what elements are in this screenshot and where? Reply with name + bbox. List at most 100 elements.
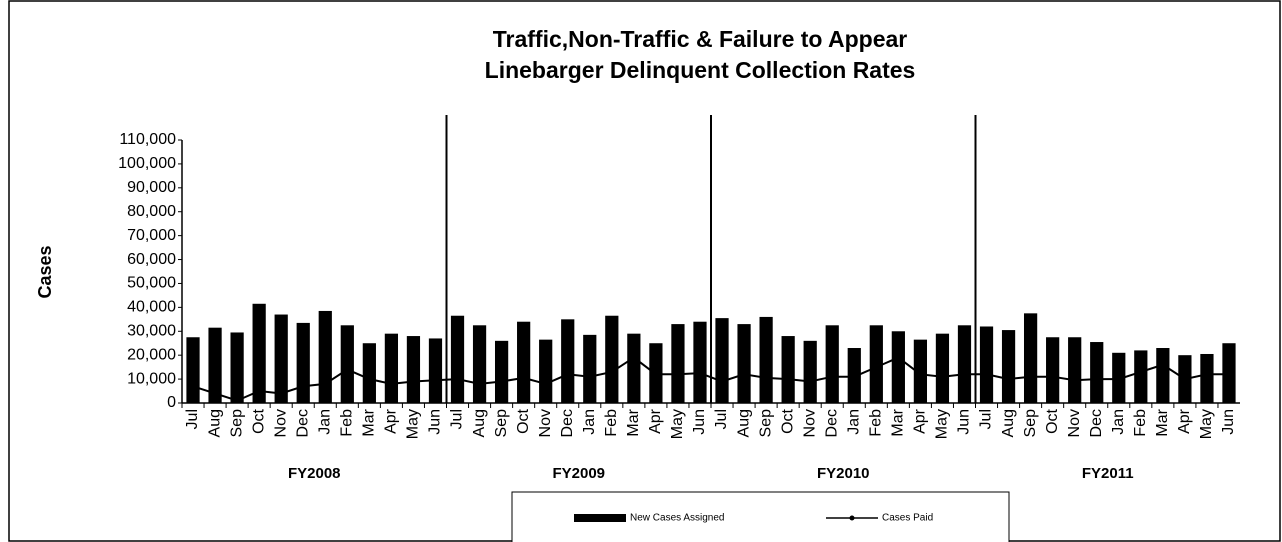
x-tick-label: Feb: [868, 409, 885, 437]
bar: [737, 324, 751, 403]
line-marker: [455, 376, 460, 382]
line-marker: [345, 367, 350, 372]
line-marker: [1028, 374, 1033, 379]
y-tick-label: 70,000: [127, 227, 176, 244]
line-marker: [190, 384, 196, 389]
x-tick-label: Dec: [294, 409, 311, 437]
line-marker: [587, 374, 592, 379]
x-tick-label: Jun: [691, 409, 708, 435]
bar: [406, 336, 421, 403]
line-marker: [1050, 374, 1055, 379]
line-marker: [940, 374, 945, 379]
line-marker: [1072, 378, 1077, 383]
x-tick-label: Sep: [493, 409, 510, 438]
x-tick-label: May: [934, 409, 951, 439]
line-marker: [962, 372, 967, 377]
line-marker: [323, 381, 328, 387]
x-tick-label: Oct: [515, 408, 532, 433]
line-marker: [675, 372, 681, 377]
x-tick-label: Dec: [823, 409, 840, 437]
bar: [472, 325, 487, 403]
bar: [671, 324, 685, 403]
legend-label: Cases Paid: [882, 513, 933, 524]
x-tick-label: Feb: [1132, 409, 1149, 437]
y-tick-label: 90,000: [127, 179, 176, 196]
bar: [1023, 313, 1038, 403]
bar: [340, 325, 354, 403]
group-label: FY2011: [1082, 465, 1134, 482]
x-tick-label: Jan: [581, 409, 598, 435]
y-tick-label: 30,000: [127, 322, 176, 339]
x-tick-label: Apr: [383, 408, 400, 434]
x-tick-label: Oct: [1044, 408, 1061, 433]
bar: [1068, 337, 1082, 403]
bar: [891, 331, 905, 403]
x-tick-label: Jan: [316, 409, 333, 435]
line-marker: [830, 374, 835, 379]
line-marker: [1160, 362, 1166, 367]
line-marker: [389, 381, 394, 387]
line-marker: [234, 398, 240, 403]
line-marker: [1116, 376, 1121, 382]
x-tick-label: Aug: [206, 409, 223, 437]
line-marker: [278, 391, 284, 396]
x-tick-label: Feb: [603, 409, 620, 437]
line-marker: [697, 370, 703, 376]
line-marker: [653, 372, 659, 377]
bar: [759, 316, 773, 403]
bar: [208, 327, 222, 403]
bar: [803, 340, 817, 403]
x-tick-label: Sep: [228, 409, 245, 438]
y-axis-title: Cases: [35, 245, 55, 298]
y-tick-label: 10,000: [127, 370, 176, 387]
line-marker: [433, 378, 438, 383]
bar: [539, 339, 553, 403]
x-tick-label: Nov: [801, 409, 818, 437]
line-marker: [1138, 369, 1144, 375]
bar: [1156, 348, 1170, 403]
line-marker: [741, 372, 747, 377]
line-marker: [984, 372, 989, 377]
line-marker: [521, 375, 526, 381]
line-marker: [256, 388, 262, 394]
x-tick-label: Aug: [1000, 409, 1017, 437]
bar: [428, 338, 443, 403]
x-tick-label: Apr: [647, 408, 664, 434]
bar: [230, 332, 244, 403]
x-tick-label: Oct: [250, 408, 267, 433]
y-tick-label: 60,000: [127, 251, 176, 268]
bar: [296, 322, 310, 403]
x-tick-label: May: [1198, 409, 1215, 439]
x-tick-label: Jan: [845, 409, 862, 435]
line-marker: [565, 372, 570, 377]
bar: [1001, 330, 1016, 403]
line-marker: [411, 379, 416, 384]
x-tick-label: May: [669, 409, 686, 439]
bar: [1046, 337, 1060, 403]
x-tick-label: Jul: [184, 409, 201, 429]
x-tick-label: Dec: [1088, 409, 1105, 437]
line-marker: [1006, 376, 1011, 382]
line-marker: [918, 372, 923, 377]
y-tick-label: 110,000: [119, 131, 176, 148]
line-marker: [367, 376, 372, 382]
bar: [979, 326, 994, 403]
bar: [627, 333, 641, 403]
y-tick-label: 50,000: [127, 275, 176, 292]
x-tick-label: Jul: [978, 409, 995, 429]
x-tick-label: Jul: [713, 409, 730, 429]
line-marker: [609, 369, 615, 375]
chart-title: Traffic,Non-Traffic & Failure to Appear: [493, 26, 908, 52]
x-tick-label: Mar: [1154, 408, 1171, 436]
bar: [517, 321, 531, 403]
legend-swatch: [574, 514, 626, 522]
x-tick-label: Jun: [956, 409, 973, 435]
x-tick-label: Apr: [1176, 408, 1193, 434]
x-tick-label: Aug: [735, 409, 752, 437]
line-marker: [852, 374, 857, 379]
bar: [825, 325, 839, 403]
bar: [957, 325, 972, 403]
group-label: FY2010: [817, 465, 870, 482]
x-tick-label: Jul: [449, 409, 466, 429]
